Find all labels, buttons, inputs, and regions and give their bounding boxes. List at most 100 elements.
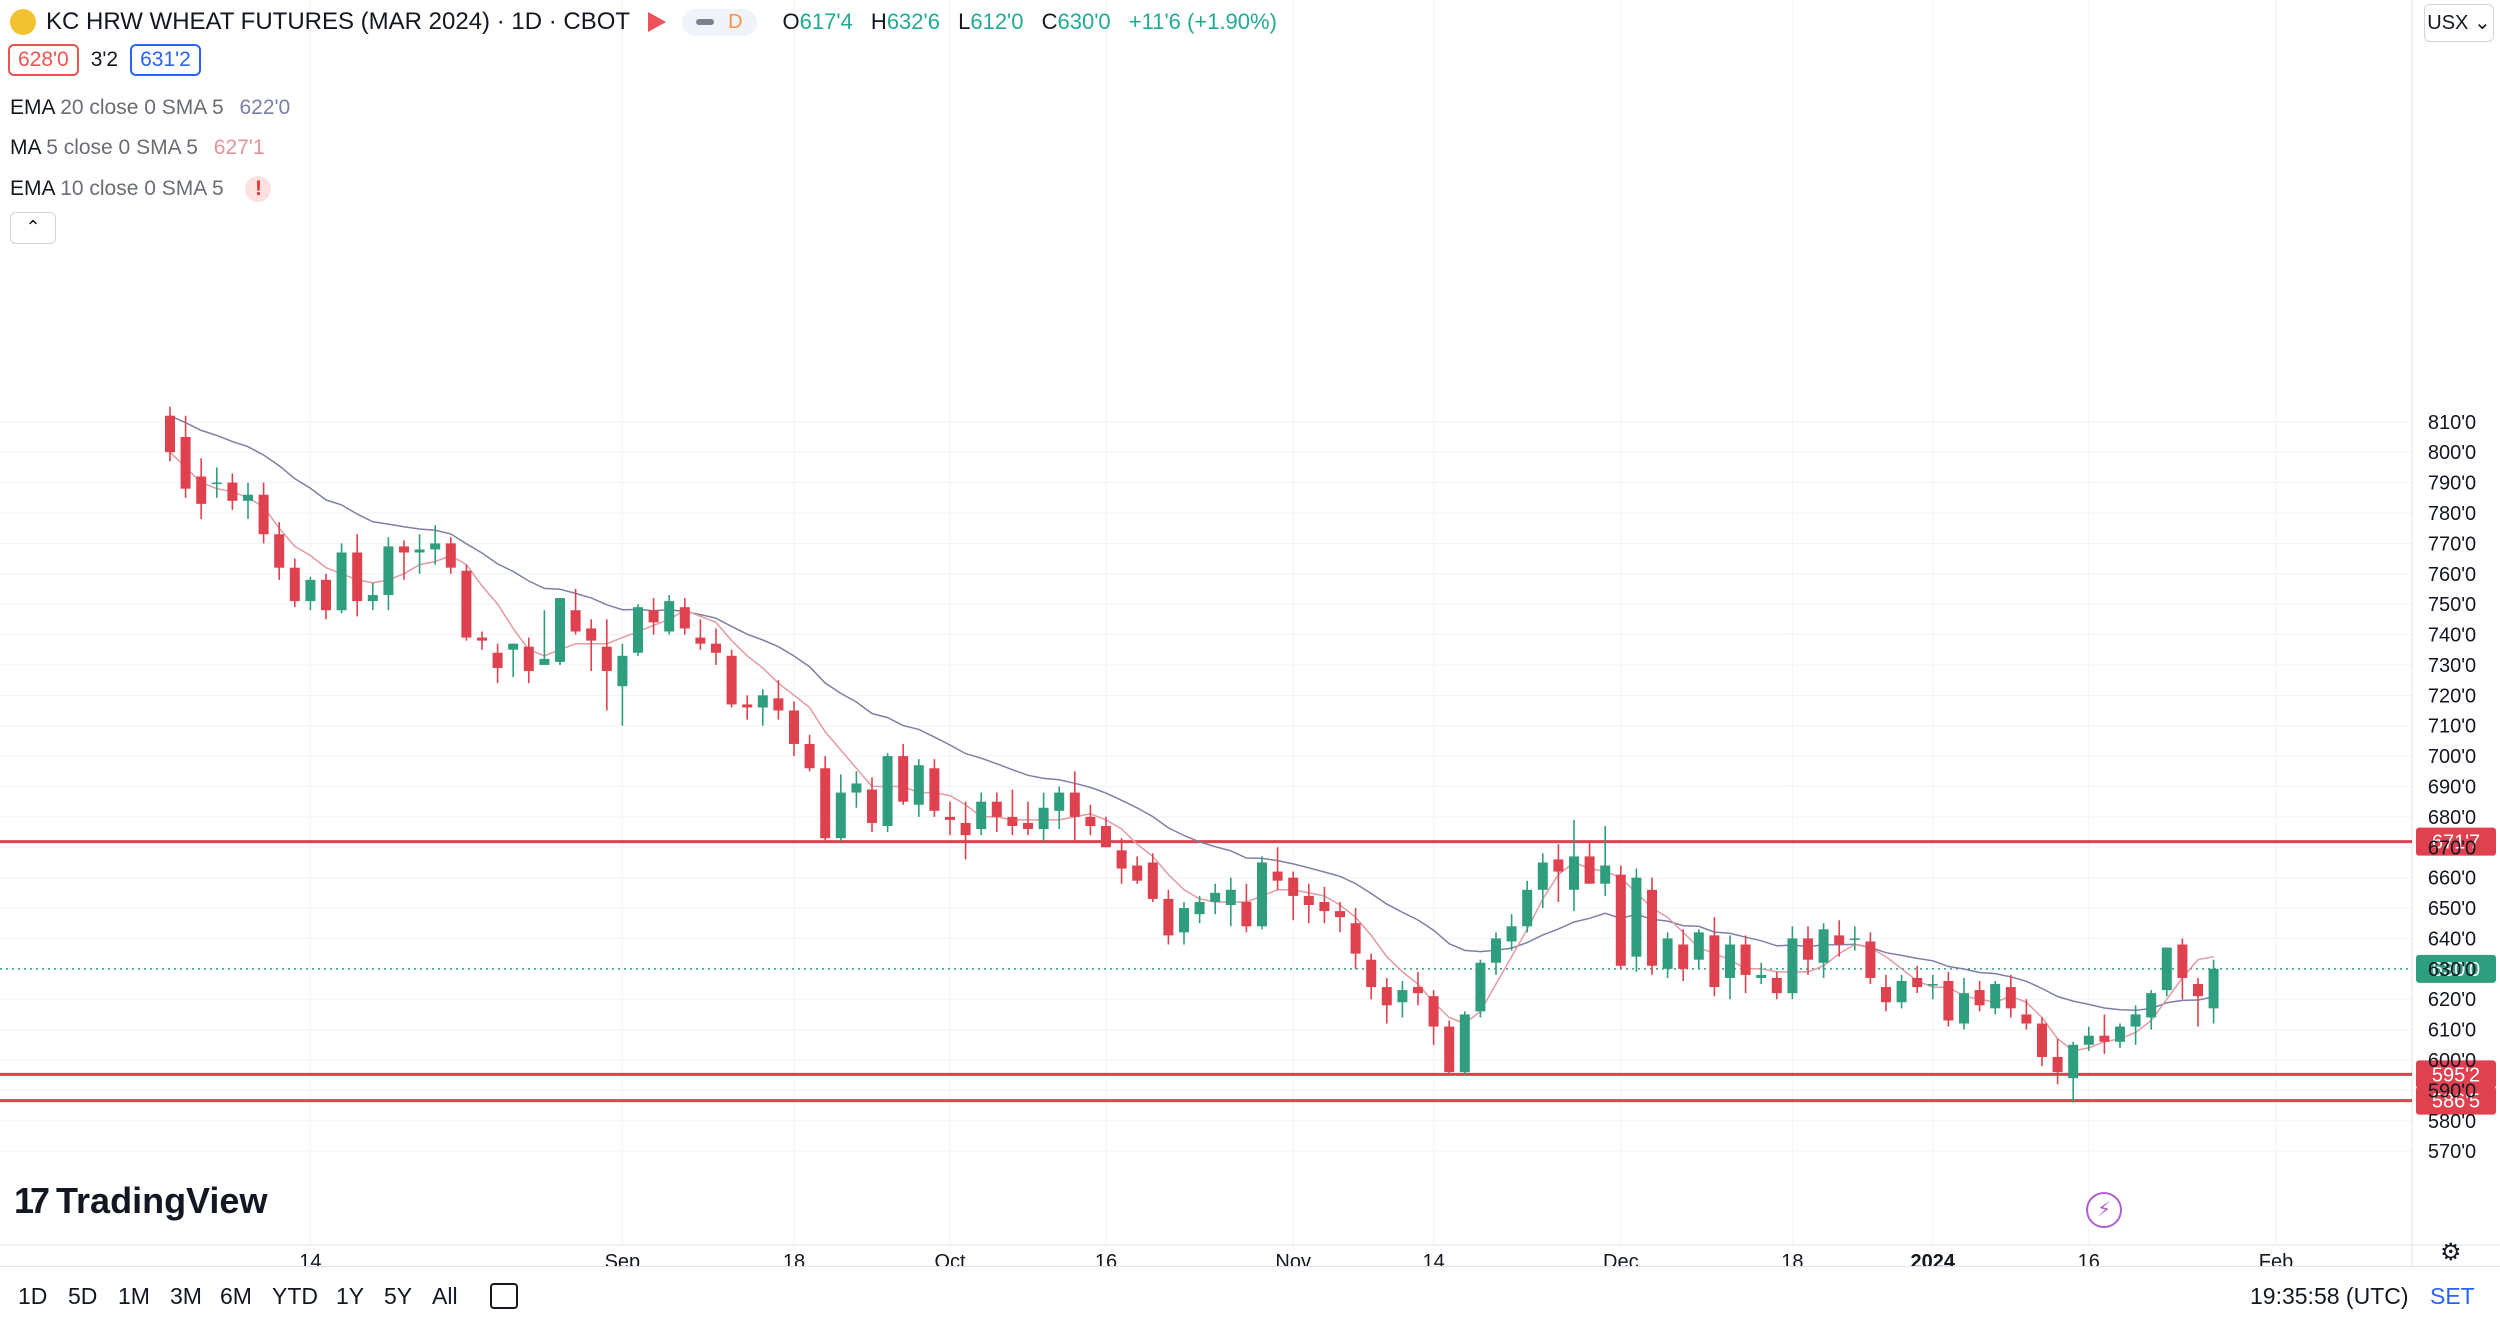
price-level-label: 671'7 [2432, 832, 2480, 854]
collapse-legend-button[interactable]: ⌃ [10, 212, 56, 244]
symbol-logo-icon[interactable] [10, 9, 36, 35]
candle [165, 406, 175, 462]
candle-body [1069, 792, 1080, 817]
range-3m[interactable]: 3M [170, 1283, 202, 1309]
candle-body [820, 768, 831, 839]
candle [2208, 959, 2219, 1024]
range-1y[interactable]: 1Y [336, 1283, 365, 1309]
candle-body [867, 789, 877, 823]
candle-body [1101, 825, 1111, 848]
range-ytd[interactable]: YTD [272, 1283, 318, 1309]
y-tick-label: 670'0 [2428, 837, 2476, 859]
candle [1210, 883, 1221, 915]
candle-body [711, 643, 721, 653]
candle [1678, 929, 1689, 981]
candle [1194, 895, 1205, 924]
candle [211, 467, 222, 498]
candle [1927, 974, 1938, 1000]
candle [1725, 935, 1735, 1000]
currency-selector[interactable]: USX ⌄ [2424, 4, 2494, 42]
candle-body [1959, 993, 1969, 1024]
calendar-icon[interactable] [490, 1283, 518, 1309]
y-tick-label: 590'0 [2428, 1080, 2476, 1102]
range-1d[interactable]: 1D [18, 1283, 48, 1309]
candle-body [2068, 1044, 2079, 1079]
candle-body [2005, 987, 2016, 1009]
candle [1615, 865, 1626, 969]
candle-body [789, 710, 799, 744]
candle [617, 643, 628, 726]
range-5y[interactable]: 5Y [384, 1283, 413, 1309]
x-tick-label: 16 [2078, 1251, 2100, 1266]
y-tick-label: 680'0 [2428, 807, 2476, 829]
candle [960, 801, 971, 860]
x-tick-label: 14 [299, 1251, 321, 1266]
range-all[interactable]: All [432, 1283, 458, 1309]
tradingview-logo[interactable]: 17 TradingView [14, 1180, 268, 1221]
candle [804, 734, 815, 772]
candle [1818, 923, 1829, 978]
indicator-ema20[interactable]: EMA 20 close 0 SMA 5 622'0 [10, 96, 291, 119]
candle [1147, 853, 1158, 902]
candle [1631, 868, 1642, 972]
candle-body [1943, 980, 1954, 1021]
candle [539, 610, 550, 665]
market-status-pill[interactable]: D [682, 8, 757, 36]
candle [1881, 974, 1891, 1012]
candle [882, 753, 893, 833]
candle-body [367, 595, 378, 602]
y-tick-label: 650'0 [2428, 898, 2476, 920]
candle-body [508, 643, 519, 650]
candle [555, 598, 565, 665]
candle [2177, 938, 2188, 1000]
candle-body [243, 494, 253, 501]
y-tick-label: 710'0 [2428, 716, 2476, 738]
candle [1834, 920, 1845, 957]
candle-body [2193, 984, 2203, 997]
candle-body [1459, 1014, 1470, 1073]
candle [1537, 853, 1548, 909]
candle-body [1787, 938, 1798, 994]
candle [1085, 804, 1096, 836]
candle [1444, 1020, 1455, 1076]
candle-body [1818, 929, 1829, 963]
candle [2193, 977, 2203, 1027]
candle [2130, 1005, 2141, 1045]
flash-icon[interactable]: ⚡ [2086, 1192, 2122, 1228]
symbol-title[interactable]: KC HRW WHEAT FUTURES (MAR 2024) · 1D · C… [46, 8, 631, 35]
sell-button[interactable]: 628'0 [8, 44, 79, 76]
candle-body [1210, 892, 1221, 902]
buy-button[interactable]: 631'2 [130, 44, 201, 76]
candle [976, 792, 987, 836]
indicator-ema10[interactable]: EMA 10 close 0 SMA 5 ! [10, 176, 272, 202]
candle [305, 576, 316, 611]
gear-icon[interactable]: ⚙ [2440, 1239, 2462, 1266]
candle-body [1413, 987, 1423, 994]
candle [711, 628, 721, 665]
candle [2037, 1017, 2047, 1067]
candle [2052, 1038, 2063, 1085]
price-chart[interactable]: 671'7 595'2 586'5 630'0 570'0 580'0 590'0 600'… [0, 0, 2500, 1266]
candle-body [1678, 944, 1689, 969]
candle-body [1163, 898, 1174, 936]
candle-body [1506, 926, 1517, 942]
settlement-toggle[interactable]: SET [2430, 1283, 2475, 1309]
range-6m[interactable]: 6M [220, 1283, 252, 1309]
y-tick-label: 780'0 [2428, 503, 2476, 525]
candle-body [1834, 935, 1845, 945]
indicator-ma5[interactable]: MA 5 close 0 SMA 5 627'1 [10, 136, 265, 159]
range-1m[interactable]: 1M [118, 1283, 150, 1309]
range-5d[interactable]: 5D [68, 1283, 98, 1309]
candle-body [1023, 822, 1033, 830]
candle [1272, 847, 1283, 890]
utc-clock[interactable]: 19:35:58 (UTC) [2250, 1283, 2409, 1309]
candle [1459, 1011, 1470, 1076]
candle-body [1397, 990, 1408, 1003]
y-tick-label: 600'0 [2428, 1050, 2476, 1072]
candle-body [352, 552, 363, 602]
warning-icon[interactable]: ! [245, 176, 272, 202]
candle-body [1912, 977, 1923, 988]
flag-icon[interactable] [648, 12, 667, 32]
candle-body [2021, 1014, 2032, 1024]
y-tick-label: 640'0 [2428, 928, 2476, 950]
